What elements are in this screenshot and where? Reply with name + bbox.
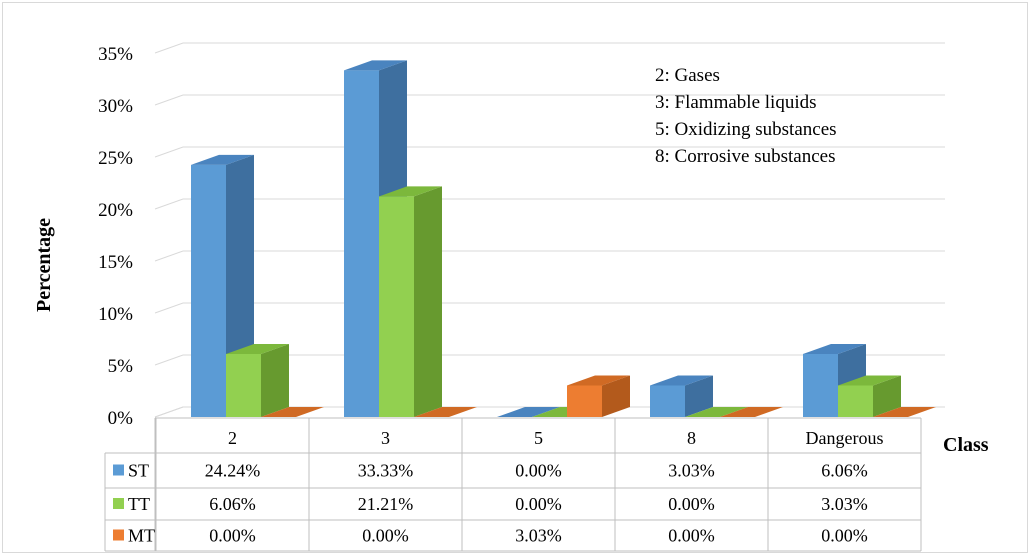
data-label: 21.21% <box>358 494 414 514</box>
y-tick-label: 10% <box>98 304 133 325</box>
y-tick-label: 30% <box>98 96 133 117</box>
bar <box>720 407 783 417</box>
gridline <box>154 42 945 54</box>
data-label: 0.00% <box>209 526 256 546</box>
series-name: MT <box>128 526 155 546</box>
category-label: 8 <box>687 428 696 448</box>
bar-top <box>650 375 713 386</box>
data-label: 6.06% <box>821 461 868 481</box>
gridline <box>154 198 945 210</box>
data-label: 3.03% <box>515 526 562 546</box>
bar-top <box>261 407 324 417</box>
data-label: 0.00% <box>515 461 562 481</box>
y-tick-label: 5% <box>108 356 134 377</box>
class-notes: 2: Gases 3: Flammable liquids 5: Oxidizing… <box>655 65 837 167</box>
legend-swatch <box>113 529 124 541</box>
y-tick-label: 15% <box>98 252 133 273</box>
bar-front <box>650 385 685 417</box>
gridline <box>154 302 945 314</box>
category-label: Dangerous <box>806 428 884 448</box>
bar-front <box>344 70 379 418</box>
legend-swatch <box>113 464 124 476</box>
annotation: 3: Flammable liquids <box>655 92 817 113</box>
legend-swatch <box>113 498 124 509</box>
bar-side <box>602 375 630 417</box>
bar-top <box>838 375 901 386</box>
data-label: 0.00% <box>668 526 715 546</box>
y-tick-label: 25% <box>98 148 133 169</box>
data-label: 6.06% <box>209 494 256 514</box>
gridline <box>154 354 945 366</box>
series-name: ST <box>128 461 149 481</box>
x-axis-title: Class <box>943 434 989 456</box>
annotation: 2: Gases <box>655 65 720 86</box>
y-tick-label: 35% <box>98 44 133 65</box>
bar-front <box>191 164 226 417</box>
data-label: 24.24% <box>205 461 261 481</box>
data-label: 33.33% <box>358 461 414 481</box>
bar-top <box>567 375 630 386</box>
bar <box>379 186 442 417</box>
data-label: 0.00% <box>821 526 868 546</box>
category-label: 5 <box>534 428 543 448</box>
bars <box>191 60 936 418</box>
data-label: 0.00% <box>362 526 409 546</box>
bar <box>414 407 477 417</box>
gridline <box>154 94 945 106</box>
bar-side <box>873 375 901 417</box>
y-axis-title: Percentage <box>33 218 55 312</box>
bar-top <box>873 407 936 417</box>
bar <box>685 407 748 417</box>
bar-top <box>720 407 783 417</box>
bar <box>838 375 901 417</box>
bar-side <box>414 186 442 417</box>
data-label: 0.00% <box>515 494 562 514</box>
bar-front <box>803 353 838 417</box>
series-name: TT <box>128 494 150 514</box>
bar-top <box>414 407 477 417</box>
bar-top <box>344 60 407 71</box>
gridline <box>154 146 945 158</box>
bar <box>650 375 713 417</box>
bar <box>261 407 324 417</box>
bar-top <box>803 343 866 354</box>
data-label: 0.00% <box>668 494 715 514</box>
y-tick-label: 20% <box>98 200 133 221</box>
bar-side <box>261 343 289 417</box>
bar <box>226 343 289 417</box>
annotation: 8: Corrosive substances <box>655 146 835 167</box>
y-tick-label: 0% <box>108 408 134 429</box>
bar <box>873 407 936 417</box>
data-label: 3.03% <box>668 461 715 481</box>
bar <box>497 407 560 417</box>
y-axis-ticks: 0% 5% 10% 15% 20% 25% 30% 35% <box>98 44 133 429</box>
bar-top <box>685 407 748 417</box>
bar-side <box>685 375 713 417</box>
annotation: 5: Oxidizing substances <box>655 119 837 140</box>
data-table: 2 3 5 8 Dangerous ST 24.24% 33.33% 0.00% 3.03% 6.0… <box>104 417 922 552</box>
gridline <box>154 250 945 262</box>
bar-top <box>191 154 254 165</box>
bar-front <box>567 385 602 417</box>
bar-top <box>379 186 442 197</box>
bar-front <box>226 353 261 417</box>
bar-top <box>226 343 289 354</box>
bar-front <box>838 385 873 417</box>
bar-front <box>379 196 414 417</box>
bar <box>567 375 630 417</box>
category-label: 3 <box>381 428 390 448</box>
category-label: 2 <box>228 428 237 448</box>
data-label: 3.03% <box>821 494 868 514</box>
bar-top <box>497 407 560 417</box>
